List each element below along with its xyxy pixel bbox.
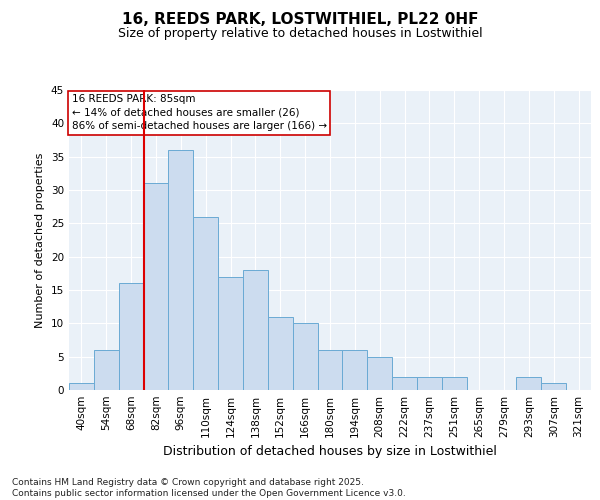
Text: Size of property relative to detached houses in Lostwithiel: Size of property relative to detached ho… <box>118 28 482 40</box>
Bar <box>367 356 392 390</box>
Bar <box>442 376 467 390</box>
X-axis label: Distribution of detached houses by size in Lostwithiel: Distribution of detached houses by size … <box>163 446 497 458</box>
Bar <box>317 350 343 390</box>
Bar <box>143 184 169 390</box>
Bar <box>243 270 268 390</box>
Text: Contains HM Land Registry data © Crown copyright and database right 2025.
Contai: Contains HM Land Registry data © Crown c… <box>12 478 406 498</box>
Bar <box>343 350 367 390</box>
Bar <box>392 376 417 390</box>
Bar <box>417 376 442 390</box>
Bar <box>193 216 218 390</box>
Bar <box>218 276 243 390</box>
Text: 16, REEDS PARK, LOSTWITHIEL, PL22 0HF: 16, REEDS PARK, LOSTWITHIEL, PL22 0HF <box>122 12 478 28</box>
Bar <box>119 284 143 390</box>
Bar <box>169 150 193 390</box>
Y-axis label: Number of detached properties: Number of detached properties <box>35 152 46 328</box>
Bar <box>293 324 317 390</box>
Bar <box>268 316 293 390</box>
Text: 16 REEDS PARK: 85sqm
← 14% of detached houses are smaller (26)
86% of semi-detac: 16 REEDS PARK: 85sqm ← 14% of detached h… <box>71 94 327 131</box>
Bar <box>541 384 566 390</box>
Bar <box>69 384 94 390</box>
Bar <box>94 350 119 390</box>
Bar <box>517 376 541 390</box>
